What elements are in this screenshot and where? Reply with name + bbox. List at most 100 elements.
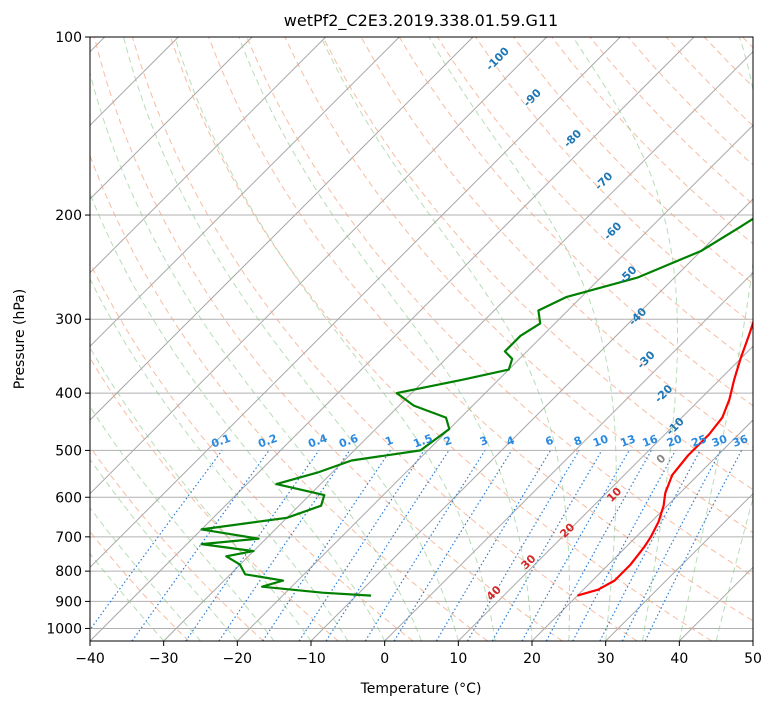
mixing-ratio-label: 30 [710, 432, 729, 450]
isoline-label: -90 [521, 86, 544, 109]
mixing-ratio-label: 2 [442, 434, 454, 449]
mixing-ratio-label: 10 [591, 432, 610, 450]
mixing-ratio-label: 8 [572, 434, 584, 449]
mixing-ratio-label: 4 [505, 434, 517, 449]
dry-adiabat-line [90, 445, 264, 641]
isotherm-line [310, 198, 753, 641]
y-tick-label: 100 [55, 30, 82, 46]
mixing-ratio-line [621, 450, 722, 641]
dry-adiabat-line [93, 37, 563, 641]
x-tick-label: 30 [597, 651, 615, 667]
mixing-ratio-label: 0.6 [337, 432, 360, 451]
mixing-ratio-line [644, 450, 743, 641]
isotherm-line [752, 640, 753, 641]
moist-adiabat-line [238, 37, 533, 641]
mixing-ratio-line [466, 450, 580, 641]
x-tick-label: 20 [523, 651, 541, 667]
dry-adiabat-line [170, 37, 712, 641]
x-tick-label: −30 [149, 651, 179, 667]
dry-adiabat-line [208, 37, 753, 622]
mixing-ratio-line [262, 450, 391, 641]
isoline-label: -70 [592, 169, 615, 192]
axes: −40 −30 −20 −10 0 10 20 30 40 5010020030040050060… [46, 30, 762, 667]
dry-adiabat-line [322, 37, 753, 491]
moist-adiabat-line [90, 346, 312, 641]
isoline-label: 10 [604, 485, 624, 505]
mixing-ratio-label: 13 [619, 432, 638, 449]
plot-frame [89, 36, 754, 642]
y-tick-label: 200 [55, 208, 82, 224]
isoline-label: -30 [634, 348, 657, 371]
mixing-ratio-line [185, 450, 320, 641]
profile-line [200, 217, 753, 597]
isotherm-line [605, 492, 753, 641]
moist-adiabat-line [174, 37, 496, 641]
isotherm-line [90, 37, 327, 274]
mixing-ratio-line [298, 450, 425, 641]
mixing-ratio-line [599, 450, 701, 641]
x-tick-label: 40 [670, 651, 688, 667]
dry-adiabat-line [551, 37, 753, 245]
y-tick-label: 400 [55, 386, 82, 402]
y-axis-label: Pressure (hPa) [12, 289, 28, 389]
isoline-label: 0 [654, 451, 669, 466]
mixing-ratio-line [218, 450, 351, 641]
dry-adiabat-line [513, 37, 753, 285]
y-tick-label: 600 [55, 490, 82, 506]
y-tick-label: 800 [55, 564, 82, 580]
moist-adiabat-line [123, 37, 459, 641]
mixing-ratio-label: 0.4 [306, 432, 329, 451]
mixing-ratio-line [435, 450, 552, 641]
mixing-ratio-line [131, 450, 270, 641]
isotherm-line [457, 345, 753, 641]
isotherm-line [163, 50, 753, 641]
y-tick-label: 500 [55, 443, 82, 459]
dry-adiabat-line [436, 37, 753, 366]
mixing-ratio-line [572, 450, 677, 641]
moist-adiabat-line [90, 192, 386, 641]
mixing-ratio-line [393, 450, 513, 641]
x-tick-label: −40 [75, 651, 105, 667]
mixing-ratio-line [90, 450, 223, 631]
dry-adiabat-line [475, 37, 753, 325]
background-lines [90, 37, 753, 641]
isotherm-line [90, 37, 400, 348]
x-tick-label: −20 [223, 651, 253, 667]
isotherm-line [90, 37, 548, 495]
moist-adiabat-line [90, 458, 238, 641]
moist-adiabat-line [572, 37, 678, 641]
dry-adiabat-line [131, 37, 638, 641]
y-tick-label: 1000 [46, 621, 82, 637]
isotherm-line [384, 271, 753, 641]
profile-line [577, 319, 753, 597]
mixing-ratio-label: 1.5 [412, 432, 435, 451]
moist-adiabat-line [90, 71, 422, 641]
dry-adiabat-line [665, 37, 753, 127]
moist-adiabat-line [90, 405, 275, 641]
moist-adiabat-line [678, 37, 753, 641]
isoline-label: -40 [626, 305, 649, 328]
x-tick-label: 0 [380, 651, 389, 667]
isotherm-line [90, 37, 253, 200]
mixing-ratio-label: 1 [383, 434, 395, 449]
mixing-ratio-label: 0.1 [210, 432, 233, 451]
isoline-label: -10 [664, 415, 687, 438]
dry-adiabat-line [90, 357, 339, 641]
chart-title: wetPf2_C2E3.2019.338.01.59.G11 [284, 11, 558, 31]
x-tick-label: −10 [296, 651, 326, 667]
mixing-ratio-label: 25 [690, 432, 709, 449]
mixing-ratio-label: 0.2 [256, 432, 279, 451]
mixing-ratio-label: 6 [544, 434, 556, 449]
isoline-labels: 0.1 0.2 0.4 0.6 1 1.5 2 3 4 6 8 10 13 16 20 25 30 36-100-… [210, 44, 750, 603]
isoline-label: 30 [519, 552, 539, 572]
mixing-ratio-line [545, 450, 652, 641]
moist-adiabat-line [715, 496, 753, 641]
x-axis-label: Temperature (°C) [360, 681, 482, 697]
mixing-ratio-label: 16 [641, 432, 660, 450]
isotherm-line [236, 124, 753, 641]
mixing-ratio-label: 36 [731, 432, 750, 450]
isotherm-line [90, 37, 474, 421]
moist-adiabat-line [90, 506, 201, 641]
dry-adiabat-line [90, 154, 488, 641]
